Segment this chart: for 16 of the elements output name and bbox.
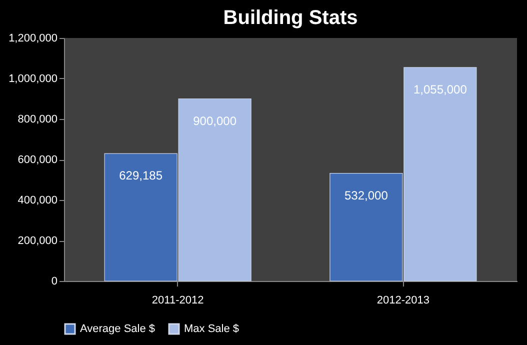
y-tick-label: 1,000,000 <box>8 73 58 85</box>
data-label: 900,000 <box>193 114 237 128</box>
y-tick-label: 400,000 <box>18 194 58 206</box>
y-tick-label: 0 <box>51 276 58 288</box>
x-tick-label: 2012-2013 <box>376 294 430 306</box>
data-label: 532,000 <box>344 188 388 202</box>
legend-label: Max Sale $ <box>184 323 240 335</box>
y-tick-label: 1,200,000 <box>8 32 58 44</box>
y-tick-label: 800,000 <box>18 114 58 126</box>
y-tick-label: 200,000 <box>18 235 58 247</box>
data-label: 1,055,000 <box>413 82 468 96</box>
y-tick-label: 600,000 <box>18 154 58 166</box>
data-label: 629,185 <box>119 168 163 183</box>
x-tick-label: 2011-2012 <box>152 294 204 306</box>
chart-title: Building Stats <box>223 7 358 29</box>
legend-label: Average Sale $ <box>80 323 156 335</box>
